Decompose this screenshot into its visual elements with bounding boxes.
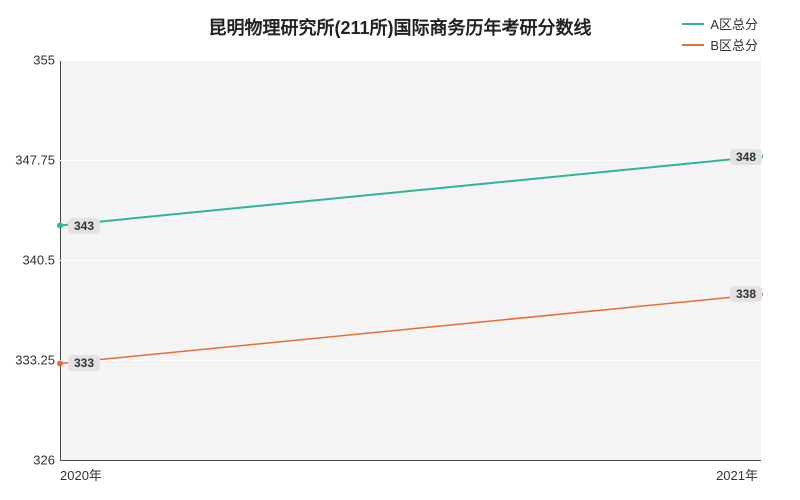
- legend-label-a: A区总分: [710, 14, 758, 33]
- lines-layer: [60, 60, 760, 460]
- legend-item-a: A区总分: [682, 14, 758, 33]
- legend-label-b: B区总分: [710, 35, 758, 54]
- legend-item-b: B区总分: [682, 35, 758, 54]
- legend-swatch-a: [682, 23, 704, 25]
- y-tick-label: 326: [5, 453, 55, 468]
- legend: A区总分 B区总分: [682, 14, 758, 56]
- y-tick-label: 355: [5, 53, 55, 68]
- data-label: 333: [68, 355, 100, 371]
- legend-swatch-b: [682, 44, 704, 46]
- data-label: 338: [730, 286, 762, 302]
- x-tick-label: 2021年: [716, 465, 758, 484]
- x-tick-label: 2020年: [60, 465, 102, 484]
- y-tick-label: 340.5: [5, 253, 55, 268]
- series-a-line: [60, 157, 760, 226]
- y-tick-label: 347.75: [5, 153, 55, 168]
- chart-title: 昆明物理研究所(211所)国际商务历年考研分数线: [0, 14, 800, 40]
- series-b-line: [60, 294, 760, 363]
- y-tick-label: 333.25: [5, 353, 55, 368]
- chart-container: 昆明物理研究所(211所)国际商务历年考研分数线 A区总分 B区总分 326 3…: [0, 0, 800, 500]
- data-label: 343: [68, 218, 100, 234]
- series-b-point: [57, 360, 63, 366]
- series-a-point: [57, 223, 63, 229]
- data-label: 348: [730, 149, 762, 165]
